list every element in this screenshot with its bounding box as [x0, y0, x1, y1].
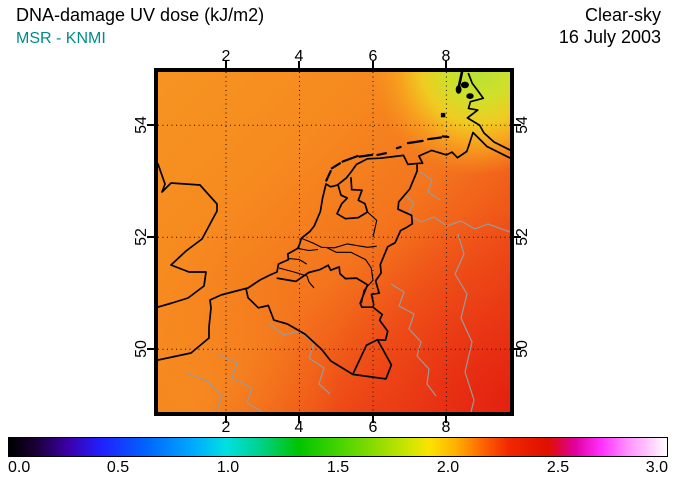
islands	[325, 72, 474, 182]
map-canvas	[158, 72, 510, 412]
colorbar-label-2-5: 2.5	[546, 459, 570, 476]
axis-tick	[298, 416, 300, 423]
graticule	[158, 72, 510, 412]
date-label: 16 July 2003	[558, 27, 661, 47]
x-tick-label-bottom-8: 8	[441, 419, 451, 436]
x-tick-label-top-8: 8	[441, 48, 451, 65]
axis-tick	[147, 124, 154, 126]
x-tick-label-top-4: 4	[294, 48, 304, 65]
colorbar	[8, 437, 668, 457]
rivers	[278, 211, 378, 304]
axis-tick	[225, 416, 227, 423]
colorbar-label-0-5: 0.5	[106, 459, 130, 476]
region-borders	[185, 171, 510, 412]
x-tick-label-top-6: 6	[368, 48, 378, 65]
colorbar-label-1: 1.0	[216, 459, 240, 476]
figure-title: DNA-damage UV dose (kJ/m2)	[16, 5, 265, 25]
x-tick-label-bottom-6: 6	[368, 419, 378, 436]
axis-tick	[298, 61, 300, 68]
colorbar-label-1-5: 1.5	[326, 459, 350, 476]
condition-label: Clear-sky	[584, 5, 661, 25]
axis-tick	[445, 416, 447, 423]
axis-tick	[372, 416, 374, 423]
x-tick-label-bottom-2: 2	[221, 419, 231, 436]
axis-tick	[147, 236, 154, 238]
x-tick-label-top-2: 2	[221, 48, 231, 65]
axis-tick	[372, 61, 374, 68]
colorbar-label-3: 3.0	[645, 459, 668, 476]
axis-tick	[514, 348, 521, 350]
axis-tick	[225, 61, 227, 68]
axis-tick	[514, 124, 521, 126]
colorbar-label-0: 0.0	[8, 459, 31, 476]
coastlines	[158, 72, 510, 361]
uv-dose-field	[158, 72, 510, 412]
map-frame	[154, 68, 514, 416]
x-tick-label-bottom-4: 4	[294, 419, 304, 436]
country-borders	[245, 164, 418, 380]
axis-tick	[514, 236, 521, 238]
colorbar-label-2: 2.0	[436, 459, 460, 476]
axis-tick	[445, 61, 447, 68]
axis-tick	[147, 348, 154, 350]
source-label: MSR - KNMI	[16, 30, 106, 47]
